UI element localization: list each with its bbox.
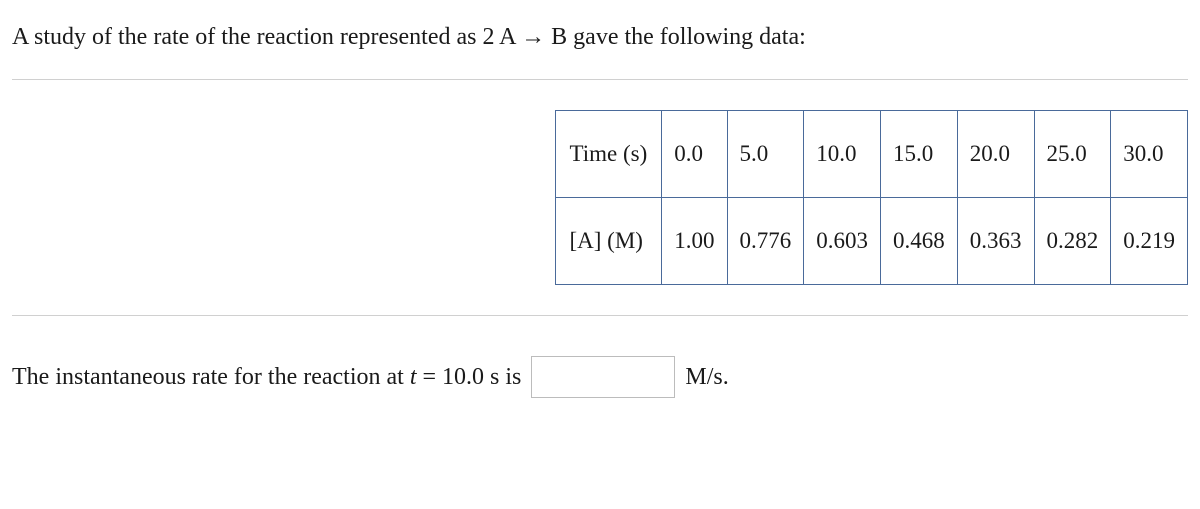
data-table-container: Time (s) 0.0 5.0 10.0 15.0 20.0 25.0 30.…: [12, 80, 1188, 315]
answer-pre: The instantaneous rate for the reaction …: [12, 364, 410, 390]
cell-conc-0: 1.00: [662, 198, 727, 285]
answer-eq: = 10.0 s is: [417, 364, 522, 390]
divider-bottom: [12, 315, 1188, 316]
row-label-time: Time (s): [555, 111, 662, 198]
data-table: Time (s) 0.0 5.0 10.0 15.0 20.0 25.0 30.…: [555, 110, 1189, 285]
cell-time-3: 15.0: [881, 111, 958, 198]
rate-input[interactable]: [531, 356, 675, 398]
question-prompt: A study of the rate of the reaction repr…: [12, 24, 1188, 51]
unit-label: M/s.: [685, 364, 728, 391]
cell-conc-6: 0.219: [1111, 198, 1188, 285]
answer-text: The instantaneous rate for the reaction …: [12, 364, 521, 391]
table-row: Time (s) 0.0 5.0 10.0 15.0 20.0 25.0 30.…: [555, 111, 1188, 198]
cell-conc-4: 0.363: [957, 198, 1034, 285]
cell-time-1: 5.0: [727, 111, 804, 198]
cell-time-0: 0.0: [662, 111, 727, 198]
cell-conc-1: 0.776: [727, 198, 804, 285]
cell-time-4: 20.0: [957, 111, 1034, 198]
variable-t: t: [410, 364, 417, 390]
cell-time-5: 25.0: [1034, 111, 1111, 198]
answer-line: The instantaneous rate for the reaction …: [12, 356, 1188, 398]
table-row: [A] (M) 1.00 0.776 0.603 0.468 0.363 0.2…: [555, 198, 1188, 285]
cell-conc-2: 0.603: [804, 198, 881, 285]
row-label-conc: [A] (M): [555, 198, 662, 285]
cell-time-2: 10.0: [804, 111, 881, 198]
cell-conc-5: 0.282: [1034, 198, 1111, 285]
cell-time-6: 30.0: [1111, 111, 1188, 198]
cell-conc-3: 0.468: [881, 198, 958, 285]
